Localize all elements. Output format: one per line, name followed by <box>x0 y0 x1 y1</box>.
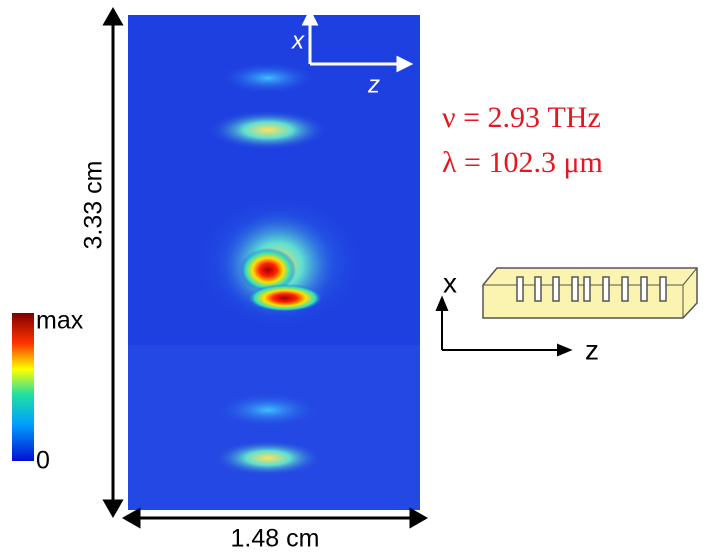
frequency: ν = 2.93 THz <box>442 101 601 134</box>
colorbar <box>12 313 34 461</box>
device-axes <box>435 295 573 357</box>
colorbar-min-label: 0 <box>36 447 50 475</box>
inset-z-label: z <box>367 71 380 98</box>
field-image <box>128 15 420 510</box>
width-label: 1.48 cm <box>231 525 320 553</box>
wavelength: λ = 102.3 μm <box>442 146 603 179</box>
device-z-label: z <box>585 334 599 365</box>
colorbar-max-label: max <box>36 307 84 335</box>
inset-x-label: x <box>291 27 305 54</box>
inset-axes <box>301 8 414 73</box>
dimension-arrows <box>102 6 429 529</box>
height-label: 3.33 cm <box>80 161 108 250</box>
device <box>482 267 698 319</box>
device-x-label: x <box>443 267 457 298</box>
